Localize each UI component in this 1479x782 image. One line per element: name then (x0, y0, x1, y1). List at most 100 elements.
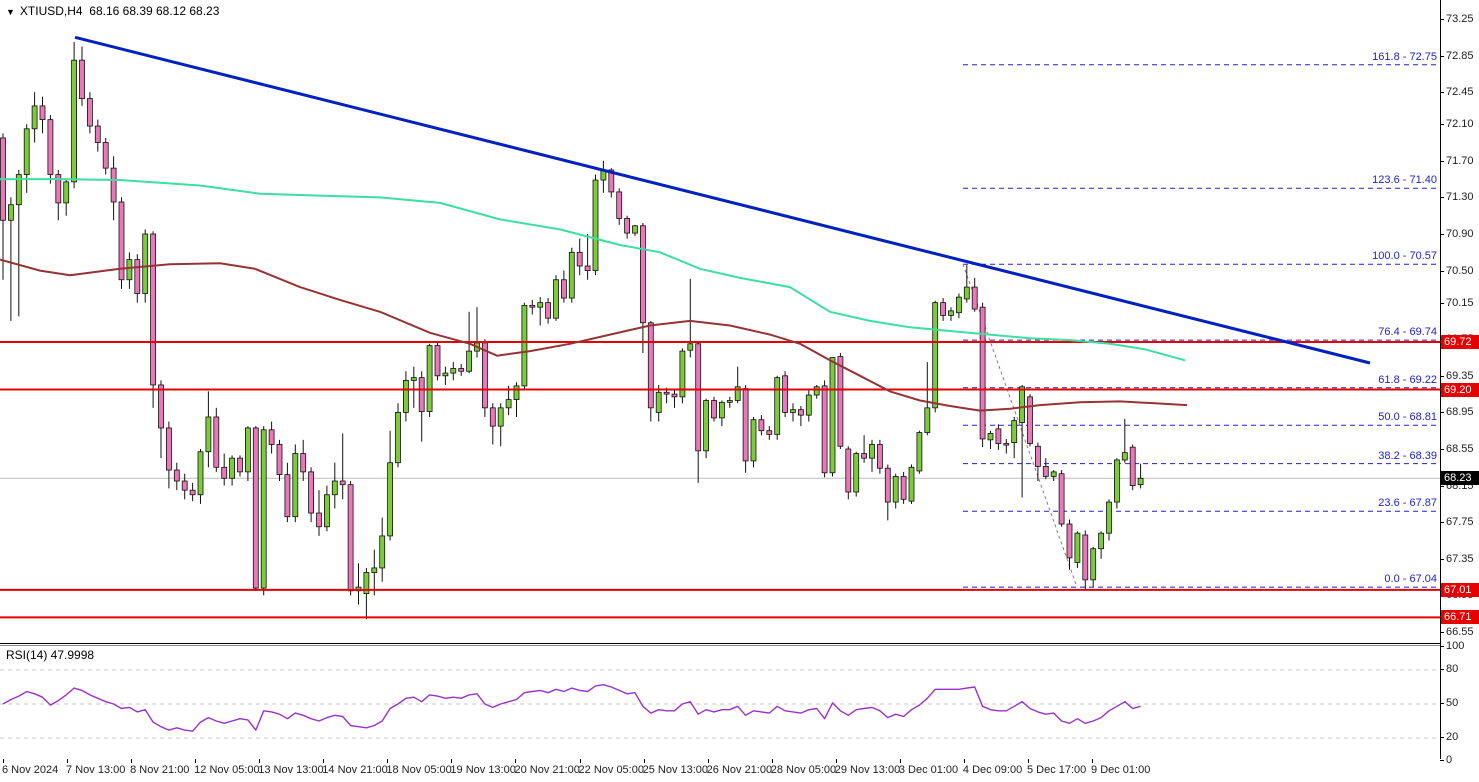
candle-bull (932, 302, 939, 409)
price-tick-mark (1440, 485, 1444, 487)
time-tick-label: 12 Nov 05:00 (194, 764, 260, 776)
time-tick-mark (707, 759, 709, 763)
candle-bear (158, 384, 164, 429)
quote-collapse-icon[interactable]: ▼ (6, 7, 15, 17)
candle-bull (853, 453, 860, 493)
time-tick-mark (899, 759, 901, 763)
price-tick-mark (1440, 449, 1444, 450)
candle-bull (426, 345, 433, 412)
candle-bull (521, 304, 528, 387)
candle-bull (703, 400, 709, 452)
time-tick-label: 25 Nov 13:00 (642, 764, 709, 776)
candle-bear (1066, 523, 1073, 559)
candle-bear (39, 105, 46, 121)
candle-bear (711, 400, 717, 419)
candle-bear (624, 218, 630, 234)
time-tick-mark (1027, 759, 1029, 763)
candle-bull (734, 386, 741, 401)
fib-level-label: 161.8 - 72.75 (1372, 50, 1437, 63)
candle-bear (47, 119, 54, 175)
candle-bull (331, 480, 338, 496)
candle-bear (766, 430, 773, 435)
candle-bull (750, 419, 757, 462)
price-axis-border (1440, 0, 1441, 759)
candle-bear (308, 471, 315, 514)
candle-bear (55, 174, 62, 204)
candle-bull (31, 105, 38, 130)
candle-bear (300, 453, 307, 473)
candle-bear (663, 391, 670, 395)
candle-bull (790, 409, 796, 413)
ohlc-quote-label: 68.16 68.39 68.12 68.23 (89, 4, 220, 18)
candle-bear (79, 59, 85, 99)
candle-bull (869, 444, 875, 459)
candle-bear (189, 489, 196, 496)
time-tick-mark (963, 759, 965, 763)
candle-bear (782, 375, 788, 413)
time-tick-label: 14 Nov 21:00 (322, 764, 388, 776)
candle-bull (395, 412, 401, 464)
candle-bull (774, 377, 781, 435)
time-tick-mark (579, 759, 581, 763)
candle-bear (339, 480, 346, 486)
candle-bear (608, 169, 615, 193)
candle-bear (647, 322, 654, 409)
candle-bull (497, 407, 504, 427)
candle-bull (963, 286, 970, 300)
time-tick-mark (387, 759, 389, 763)
time-tick-mark (643, 759, 645, 763)
candle-bull (513, 385, 520, 400)
candle-bull (1106, 501, 1112, 534)
time-tick-mark (451, 759, 453, 763)
candle-bear (900, 476, 907, 500)
time-tick-mark (515, 759, 517, 763)
candle-bull (71, 59, 77, 183)
price-level-tag: 69.72 (1441, 334, 1479, 349)
rsi-tick-label: 100 (1446, 640, 1465, 653)
candle-bear (1058, 473, 1065, 525)
candle-bull (323, 494, 330, 528)
time-tick-label: 29 Nov 13:00 (834, 764, 901, 776)
rsi-tick-mark (1440, 702, 1444, 704)
time-tick-label: 9 Dec 01:00 (1091, 764, 1151, 776)
price-tick-label: 72.85 (1446, 49, 1474, 62)
price-chart-pane[interactable] (0, 0, 1441, 644)
candle-bear (165, 427, 172, 471)
price-tick-mark (1440, 19, 1444, 20)
price-level-tag: 69.20 (1441, 382, 1479, 397)
chart-title: ▼ XTIUSD,H4 68.16 68.39 68.12 68.23 (6, 4, 219, 18)
rsi-canvas[interactable] (0, 646, 1440, 759)
time-tick-label: 22 Nov 05:00 (578, 764, 644, 776)
time-tick-mark (323, 759, 325, 763)
price-tick-label: 73.25 (1446, 13, 1474, 25)
price-tick-mark (1440, 270, 1444, 272)
fib-level-label: 0.0 - 67.04 (1384, 573, 1437, 586)
candle-bear (584, 265, 591, 271)
candle-bear (102, 142, 109, 169)
time-tick-mark (835, 759, 837, 763)
candle-bear (489, 407, 496, 427)
candle-bull (987, 433, 994, 441)
candle-bull (244, 427, 251, 473)
ma-fast-line (0, 178, 1186, 362)
price-tick-label: 70.15 (1446, 296, 1474, 309)
rsi-tick-label: 80 (1446, 663, 1459, 675)
rsi-indicator-pane[interactable] (0, 645, 1441, 760)
rsi-tick-mark (1440, 646, 1444, 648)
candle-bear (837, 356, 844, 447)
candle-bear (576, 251, 583, 267)
price-chart-canvas[interactable] (0, 0, 1440, 643)
ma-slow-line (0, 258, 1188, 412)
time-tick-mark (1092, 759, 1094, 763)
price-tick-mark (1440, 92, 1444, 94)
descending-trendline[interactable] (74, 35, 1371, 365)
candle-bull (916, 432, 923, 472)
candle-bull (813, 386, 820, 396)
time-axis[interactable]: 6 Nov 2024 7 Nov 13:00 8 Nov 21:00 12 Nov 0… (0, 759, 1479, 782)
candle-bull (655, 391, 662, 413)
candle-bull (466, 350, 473, 372)
candle-bear (118, 201, 125, 281)
symbol-timeframe-label: XTIUSD,H4 (19, 4, 83, 18)
candle-bear (940, 302, 946, 316)
time-tick-mark (3, 759, 4, 763)
